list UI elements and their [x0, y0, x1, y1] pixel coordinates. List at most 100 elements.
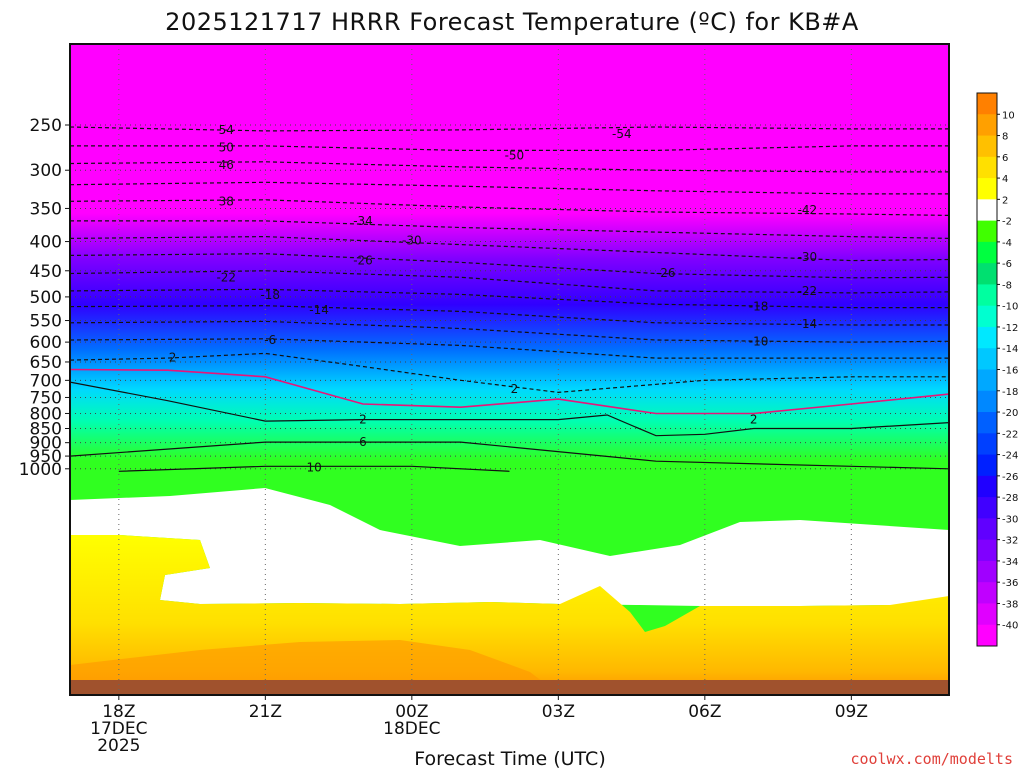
x-tick-label: 18DEC: [383, 719, 440, 739]
y-tick-label: 900: [30, 434, 62, 454]
colorbar-label: -18: [1002, 387, 1018, 398]
contour-label: -22: [216, 270, 236, 284]
colorbar-label: -8: [1002, 280, 1012, 291]
colorbar-label: 6: [1002, 153, 1008, 164]
contour-label: -18: [260, 288, 280, 302]
credit-link[interactable]: coolwx.com/modelts: [850, 750, 1013, 768]
colorbar-swatch: [977, 560, 997, 583]
y-tick-label: 650: [30, 353, 62, 373]
contour-label: 54: [219, 123, 234, 137]
colorbar-swatch: [977, 603, 997, 626]
colorbar-swatch: [977, 220, 997, 243]
colorbar-swatch: [977, 114, 997, 137]
isotherm-minus22: [70, 270, 949, 294]
colorbar-label: -22: [1002, 429, 1018, 440]
contour-label: -18: [749, 300, 769, 314]
colorbar-swatch: [977, 284, 997, 307]
contour-label: -30: [402, 233, 422, 247]
x-tick-label: 21Z: [249, 702, 282, 722]
isotherm-minus38: [70, 199, 949, 216]
colorbar-swatch: [977, 412, 997, 434]
y-tick-label: 500: [30, 288, 62, 308]
y-tick-label: 1000: [19, 460, 62, 480]
colorbar-label: -26: [1002, 472, 1018, 483]
contour-label: 2: [359, 413, 367, 427]
colorbar-swatch: [977, 390, 997, 413]
colorbar-swatch: [977, 93, 997, 115]
isotherm-minus6: [70, 338, 949, 359]
contour-label: -54: [612, 127, 632, 141]
colorbar-swatch: [977, 326, 997, 349]
contour-label: 6: [359, 435, 367, 449]
colorbar-label: -34: [1002, 557, 1018, 568]
isotherm-minus14: [70, 305, 949, 326]
colorbar-label: -12: [1002, 323, 1018, 334]
x-tick-label: 06Z: [688, 702, 721, 722]
contour-label: -42: [798, 203, 818, 217]
y-tick-label: 800: [30, 404, 62, 424]
contour-label: -14: [309, 303, 329, 317]
y-axis: 2503003504004505005506006507007508008509…: [19, 116, 70, 480]
isotherm-minus26: [70, 253, 949, 279]
x-tick-label: 17DEC: [90, 719, 147, 739]
colorbar-label: -16: [1002, 366, 1018, 377]
isotherm-minus10: [70, 320, 949, 343]
contour-label: -26: [353, 254, 373, 268]
colorbar-label: 10: [1002, 110, 1015, 121]
x-tick-label: 03Z: [542, 702, 575, 722]
contour-label: 2: [750, 413, 758, 427]
colorbar-swatch: [977, 582, 997, 604]
contour-label: 2: [511, 382, 519, 396]
colorbar: 10 8 6 4 2 -2 -4 -6 -8 -10 -12 -14 -16 -18 -20 -22 -24 -2…: [976, 92, 1018, 647]
colorbar-label: 8: [1002, 132, 1008, 143]
contour-labels: 54 -54 50 -50 46 38 -42 -34 -30 -26 -30 -22 -26 -18 -2…: [169, 123, 817, 475]
colorbar-label: -14: [1002, 344, 1018, 355]
colorbar-swatch: [977, 241, 997, 264]
y-tick-label: 600: [30, 333, 62, 353]
colorbar-label: -36: [1002, 578, 1018, 589]
chart-title: 2025121717 HRRR Forecast Temperature (ºC…: [165, 8, 859, 36]
contour-label: 50: [219, 141, 234, 155]
contour-label: -50: [505, 149, 525, 163]
colorbar-label: -40: [1002, 621, 1018, 632]
y-tick-label: 300: [30, 161, 62, 181]
colorbar-label: -6: [1002, 259, 1012, 270]
contour-label: -34: [353, 214, 373, 228]
colorbar-label: -24: [1002, 451, 1018, 462]
contour-label: -10: [749, 334, 769, 348]
contour-label: 38: [219, 194, 234, 208]
contour-label: -26: [656, 266, 676, 280]
y-tick-label: 450: [30, 262, 62, 282]
x-tick-label: 18Z: [102, 702, 135, 722]
colorbar-swatch: [977, 135, 997, 158]
colorbar-label: -28: [1002, 493, 1018, 504]
isotherm-6: [70, 441, 949, 470]
colorbar-swatch: [977, 156, 997, 179]
y-tick-label: 750: [30, 388, 62, 408]
colorbar-swatch: [977, 454, 997, 477]
colorbar-label: -4: [1002, 238, 1012, 249]
y-tick-label: 950: [30, 447, 62, 467]
isotherm-minus50: [70, 145, 949, 151]
colorbar-swatch: [977, 178, 997, 200]
colorbar-swatch: [977, 433, 997, 456]
isotherm-minus42: [70, 181, 949, 195]
isotherm-0: [70, 368, 949, 415]
isotherm-minus54: [70, 126, 949, 132]
contour-label: 2: [169, 350, 177, 364]
colorbar-label: -30: [1002, 514, 1018, 525]
y-tick-label: 700: [30, 371, 62, 391]
isotherm-2: [70, 381, 949, 437]
colorbar-swatch: [977, 624, 997, 647]
y-tick-label: 250: [30, 116, 62, 136]
isotherm-contours: [70, 126, 949, 472]
y-tick-label: 400: [30, 233, 62, 253]
isotherm-minus30: [70, 235, 949, 262]
colorbar-swatch: [977, 497, 997, 519]
x-tick-label: 2025: [97, 736, 140, 756]
isotherm-minus34: [70, 220, 949, 239]
isotherm-minus18: [70, 288, 949, 309]
colorbar-swatch: [977, 263, 997, 285]
